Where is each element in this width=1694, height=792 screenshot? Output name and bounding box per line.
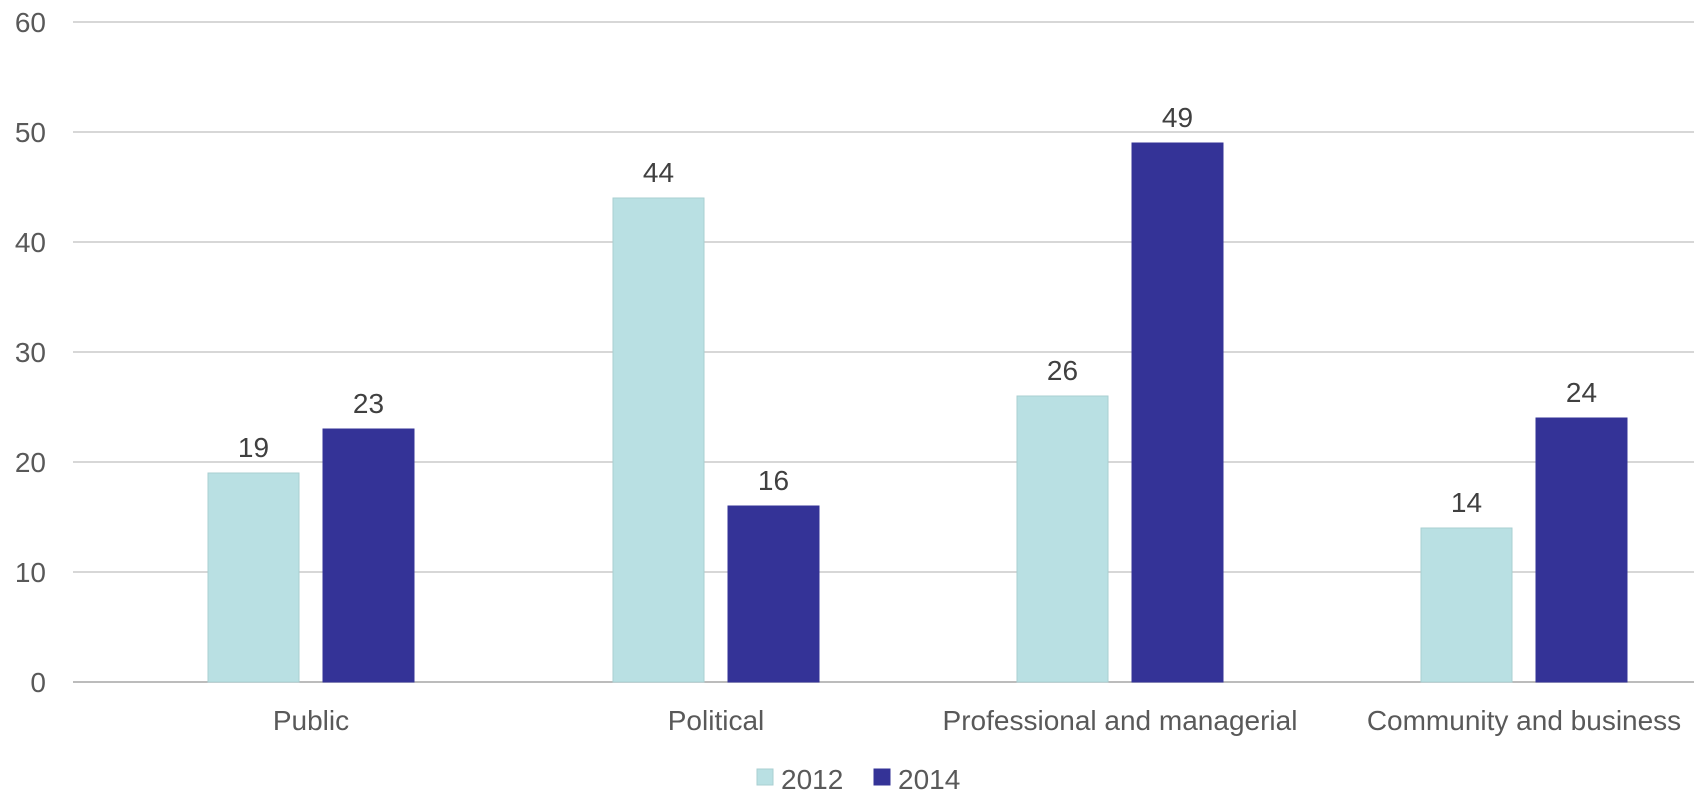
category-label: Public	[273, 705, 349, 736]
data-label: 14	[1451, 487, 1482, 518]
bar-2012-community-and-business	[1420, 527, 1513, 683]
data-label: 49	[1162, 102, 1193, 133]
bar-2012-professional-and-managerial	[1016, 395, 1109, 683]
bar-2012-political	[612, 197, 705, 683]
data-label: 44	[643, 157, 674, 188]
x-axis-category-labels: Public Political Professional and manageri…	[273, 705, 1681, 736]
y-axis-tick-labels: 0 10 20 30 40 50 60	[15, 7, 46, 698]
legend-label-2014: 2014	[898, 764, 960, 792]
y-tick-label: 0	[30, 667, 46, 698]
data-label: 19	[238, 432, 269, 463]
legend-swatch-2014	[873, 768, 891, 786]
bar-2014-public	[322, 428, 415, 683]
y-tick-label: 10	[15, 557, 46, 588]
y-tick-label: 40	[15, 227, 46, 258]
bar-2014-community-and-business	[1535, 417, 1628, 683]
y-tick-label: 30	[15, 337, 46, 368]
data-labels: 19 44 26 14 23 16 49 24	[238, 102, 1597, 518]
y-tick-label: 60	[15, 7, 46, 38]
data-label: 24	[1566, 377, 1597, 408]
data-label: 26	[1047, 355, 1078, 386]
bar-2014-political	[727, 505, 820, 683]
legend-label-2012: 2012	[781, 764, 843, 792]
legend: 2012 2014	[756, 764, 960, 792]
category-label: Political	[668, 705, 764, 736]
bars	[207, 142, 1628, 683]
bar-2012-public	[207, 472, 300, 683]
y-tick-label: 50	[15, 117, 46, 148]
data-label: 23	[353, 388, 384, 419]
category-label: Professional and managerial	[943, 705, 1298, 736]
y-tick-label: 20	[15, 447, 46, 478]
legend-swatch-2012	[756, 768, 774, 786]
bar-2014-professional-and-managerial	[1131, 142, 1224, 683]
data-label: 16	[758, 465, 789, 496]
category-label: Community and business	[1367, 705, 1681, 736]
